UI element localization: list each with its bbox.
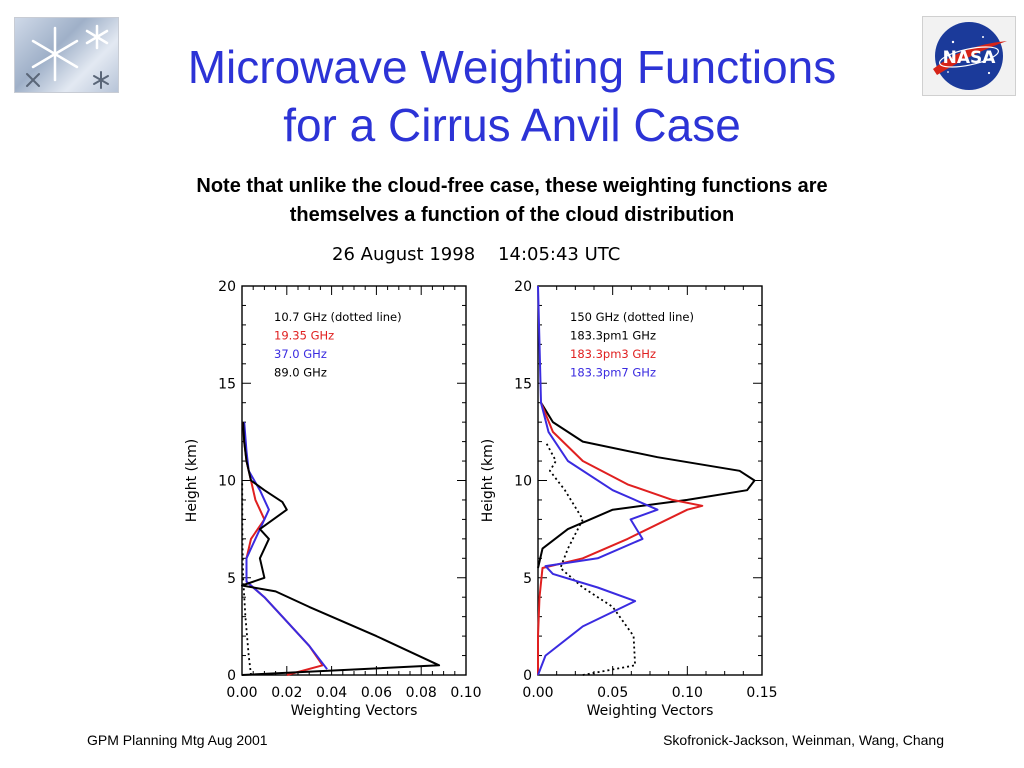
title-line-1: Microwave Weighting Functions [187, 41, 837, 93]
y-tick-label: 20 [514, 279, 532, 295]
y-tick-label: 0 [523, 668, 532, 684]
x-tick-label: 0.02 [271, 685, 302, 701]
plot-frame [241, 285, 467, 676]
footer-left: GPM Planning Mtg Aug 2001 [87, 732, 268, 748]
legend-entry-2: 183.3pm3 GHz [570, 347, 656, 361]
series-line-2 [243, 422, 328, 670]
legend-entry-1: 19.35 GHz [274, 329, 334, 343]
x-tick-label: 0.10 [672, 685, 703, 701]
slide-title: Microwave Weighting Functions for a Cirr… [0, 38, 1024, 154]
y-tick-label: 15 [514, 376, 532, 392]
x-axis-label: Weighting Vectors [587, 703, 714, 719]
nasa-logo-text: NASA [943, 48, 997, 68]
y-axis-label: Height (km) [184, 439, 200, 522]
legend-entry-2: 37.0 GHz [274, 347, 327, 361]
x-tick-label: 0.08 [406, 685, 437, 701]
title-line-2: for a Cirrus Anvil Case [283, 99, 741, 151]
legend-entry-0: 10.7 GHz (dotted line) [274, 310, 402, 324]
weighting-chart-left: 0 5 10 15 20 0.00 0.02 0.04 0.06 0.08 0.10 Weightin… [184, 279, 482, 719]
subtitle-line-1: Note that unlike the cloud-free case, th… [196, 175, 828, 197]
y-tick-label: 0 [227, 668, 236, 684]
x-tick-label: 0.00 [522, 685, 553, 701]
series-line-0 [241, 480, 252, 676]
slide-subtitle: Note that unlike the cloud-free case, th… [0, 172, 1024, 230]
nasa-meatball-icon: NASA [933, 22, 1007, 90]
footer-right: Skofronick-Jackson, Weinman, Wang, Chang [663, 732, 944, 748]
legend-entry-3: 89.0 GHz [274, 366, 327, 380]
legend-entry-0: 150 GHz (dotted line) [570, 310, 694, 324]
y-tick-label: 15 [218, 376, 236, 392]
x-axis-label: Weighting Vectors [291, 703, 418, 719]
plot-frame [537, 285, 763, 676]
y-tick-label: 5 [523, 571, 532, 587]
y-tick-label: 10 [514, 474, 532, 490]
x-tick-label: 0.00 [226, 685, 257, 701]
y-axis-label: Height (km) [480, 439, 496, 522]
x-tick-label: 0.10 [450, 685, 481, 701]
y-tick-label: 10 [218, 474, 236, 490]
y-tick-label: 20 [218, 279, 236, 295]
series-line-3 [241, 422, 441, 676]
y-tick-label: 5 [227, 571, 236, 587]
series-line-1 [537, 402, 756, 569]
x-tick-label: 0.04 [316, 685, 347, 701]
legend-entry-1: 183.3pm1 GHz [570, 329, 656, 343]
weighting-chart-right: 0 5 10 15 20 0.00 0.05 0.10 0.15 Weighting Vector… [480, 279, 778, 719]
series-line-1 [242, 422, 324, 676]
legend-entry-3: 183.3pm7 GHz [570, 366, 656, 380]
series-line-3 [537, 285, 659, 676]
date-time-label: 26 August 1998 14:05:43 UTC [332, 244, 621, 265]
x-tick-label: 0.06 [361, 685, 392, 701]
series-line-2 [537, 402, 704, 675]
x-tick-label: 0.05 [597, 685, 628, 701]
subtitle-line-2: themselves a function of the cloud distr… [289, 204, 735, 226]
snowflake-logo [14, 17, 119, 93]
nasa-logo: NASA [922, 16, 1016, 96]
snowflake-icon [26, 24, 109, 89]
x-tick-label: 0.15 [746, 685, 777, 701]
